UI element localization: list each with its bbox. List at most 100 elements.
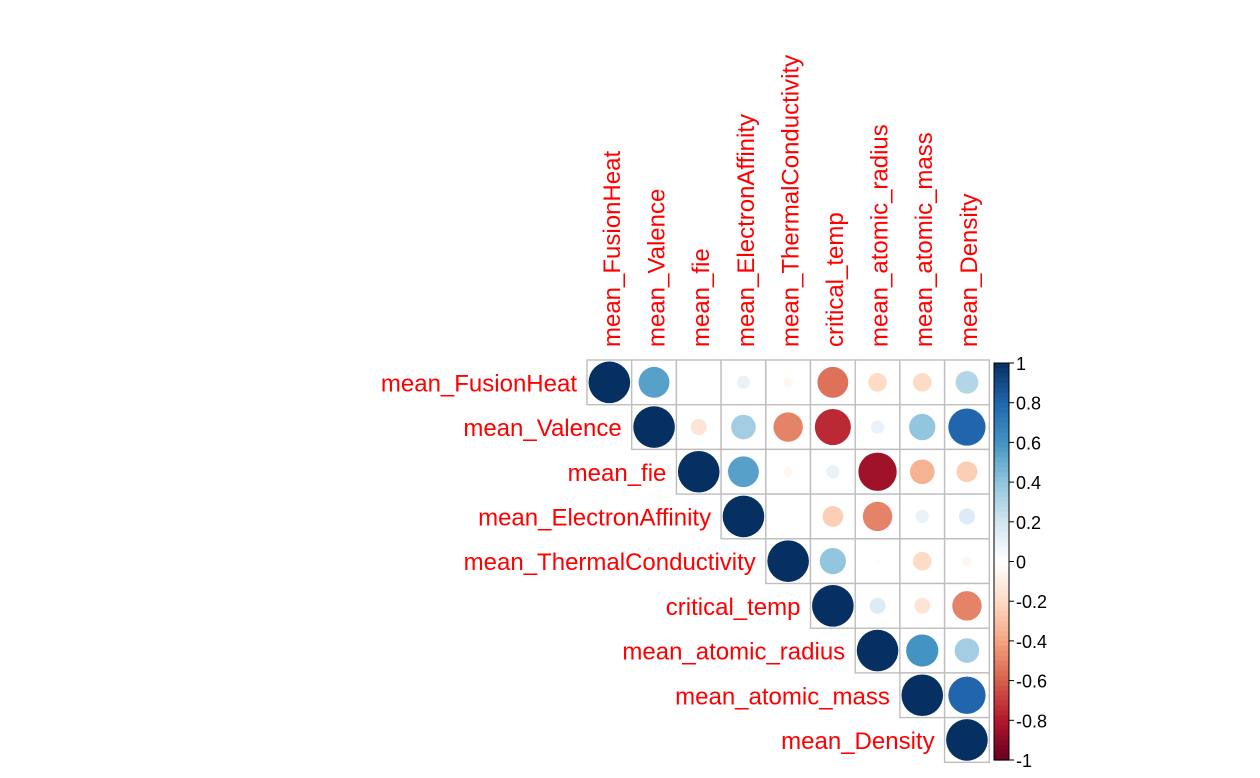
corr-circle-mean_FusionHeat-mean_ThermalConductivity	[783, 377, 793, 388]
column-label: mean_atomic_mass	[911, 132, 938, 347]
column-label: mean_Density	[956, 194, 983, 347]
colorbar-segment	[994, 730, 1009, 736]
column-label: mean_atomic_radius	[867, 124, 894, 347]
colorbar-segment	[994, 616, 1009, 622]
colorbar-segment	[994, 462, 1009, 468]
corr-circle-mean_fie-mean_fie	[677, 450, 720, 493]
corr-circle-mean_fie-mean_atomic_radius	[858, 452, 897, 491]
corr-circle-critical_temp-mean_atomic_mass	[914, 597, 931, 614]
corr-circle-mean_fie-mean_ElectronAffinity	[728, 456, 759, 488]
corr-circle-mean_FusionHeat-mean_atomic_radius	[868, 373, 887, 392]
row-label: critical_temp	[666, 594, 801, 621]
corr-circle-mean_Valence-critical_temp	[814, 409, 851, 446]
colorbar-segment	[994, 496, 1009, 503]
colorbar-segment	[994, 501, 1009, 508]
row-label: mean_fie	[568, 460, 667, 487]
colorbar-segment	[994, 382, 1009, 389]
colorbar-segment	[994, 447, 1009, 453]
corr-circle-mean_atomic_mass-mean_Density	[948, 676, 986, 714]
colorbar-segment	[994, 635, 1009, 642]
colorbar-segment	[994, 670, 1009, 677]
row-label: mean_atomic_mass	[675, 683, 890, 710]
colorbar-segment	[994, 367, 1009, 374]
colorbar-segment	[994, 372, 1009, 379]
colorbar-segment	[994, 457, 1009, 463]
corr-circle-mean_Density-mean_Density	[946, 719, 988, 761]
corr-circle-mean_Valence-mean_atomic_radius	[870, 420, 885, 434]
row-label: mean_Density	[781, 728, 934, 755]
corr-circle-mean_ElectronAffinity-mean_ElectronAffinity	[722, 495, 765, 538]
colorbar-tick-label: -0.6	[1016, 672, 1047, 692]
colorbar-segment	[994, 720, 1009, 726]
colorbar-segment	[994, 715, 1009, 721]
column-label: critical_temp	[822, 212, 849, 347]
colorbar-segment	[994, 536, 1009, 543]
colorbar-segment	[994, 621, 1009, 627]
corr-circle-mean_ElectronAffinity-mean_atomic_radius	[862, 501, 893, 532]
column-label: mean_fie	[688, 248, 715, 347]
corr-circle-mean_atomic_radius-mean_atomic_mass	[906, 634, 939, 667]
colorbar-segment	[994, 591, 1009, 597]
corr-circle-mean_ElectronAffinity-mean_atomic_mass	[915, 509, 929, 524]
colorbar-segment	[994, 755, 1009, 761]
colorbar-segment	[994, 477, 1009, 483]
colorbar-segment	[994, 506, 1009, 513]
colorbar-segment	[994, 546, 1009, 553]
colorbar-tick-label: 1	[1016, 354, 1026, 374]
colorbar-segment	[994, 586, 1009, 592]
colorbar-segment	[994, 387, 1009, 394]
colorbar-tick-label: 0.4	[1016, 473, 1041, 493]
colorbar-segment	[994, 645, 1009, 652]
colorbar-segment	[994, 432, 1009, 439]
colorbar-segment	[994, 660, 1009, 667]
row-label: mean_atomic_radius	[622, 639, 845, 666]
column-label: mean_ThermalConductivity	[777, 55, 804, 347]
colorbar-segment	[994, 363, 1009, 369]
colorbar-segment	[994, 511, 1009, 518]
corr-circle-mean_fie-mean_ThermalConductivity	[783, 467, 793, 477]
corr-circle-mean_FusionHeat-mean_Density	[955, 370, 979, 394]
colorbar-segment	[994, 680, 1009, 687]
matrix-cell	[720, 404, 767, 451]
colorbar-segment	[994, 601, 1009, 607]
color-legend: 1 0.8 0.6 0.4 0.2 0 -0.2 -0.4 -0.6 -0.8 -1	[993, 354, 1047, 771]
corr-circle-mean_ThermalConductivity-mean_ThermalConductivity	[767, 540, 809, 582]
colorbar-segment	[994, 735, 1009, 741]
corr-circle-mean_Valence-mean_ThermalConductivity	[773, 412, 803, 442]
colorbar-segment	[994, 640, 1009, 647]
colorbar-segment	[994, 710, 1009, 716]
correlation-matrix	[586, 359, 990, 763]
colorbar-segment	[994, 705, 1009, 711]
matrix-cell	[675, 359, 722, 406]
colorbar-tick-label: 0.8	[1016, 394, 1041, 414]
colorbar-tick-label: -0.2	[1016, 592, 1047, 612]
corr-circle-mean_ThermalConductivity-critical_temp	[819, 547, 847, 575]
corr-circle-mean_ThermalConductivity-mean_atomic_mass	[912, 551, 932, 571]
colorbar-segment	[994, 521, 1009, 528]
colorbar-segment	[994, 750, 1009, 756]
colorbar-segment	[994, 566, 1009, 573]
colorbar-segment	[994, 541, 1009, 548]
colorbar-segment	[994, 611, 1009, 617]
colorbar-segment	[994, 556, 1009, 563]
colorbar-tick-label: -1	[1016, 751, 1032, 771]
colorbar-tick-label: 0.6	[1016, 433, 1041, 453]
colorbar-segment	[994, 377, 1009, 384]
corr-circle-mean_Valence-mean_fie	[690, 418, 707, 436]
colorbar-tick-label: -0.4	[1016, 632, 1047, 652]
colorbar-segment	[994, 487, 1009, 493]
colorbar-segment	[994, 745, 1009, 751]
matrix-cell	[765, 493, 812, 540]
column-label: mean_Valence	[644, 189, 671, 347]
colorbar-segment	[994, 740, 1009, 746]
colorbar-segment	[994, 427, 1009, 434]
corr-circle-critical_temp-mean_atomic_radius	[869, 597, 886, 614]
colorbar-segment	[994, 571, 1009, 577]
colorbar-segment	[994, 422, 1009, 429]
colorbar-segment	[994, 412, 1009, 419]
colorbar-tick-label: 0	[1016, 553, 1026, 573]
colorbar-segment	[994, 665, 1009, 672]
colorbar-segment	[994, 606, 1009, 612]
colorbar-segment	[994, 655, 1009, 662]
